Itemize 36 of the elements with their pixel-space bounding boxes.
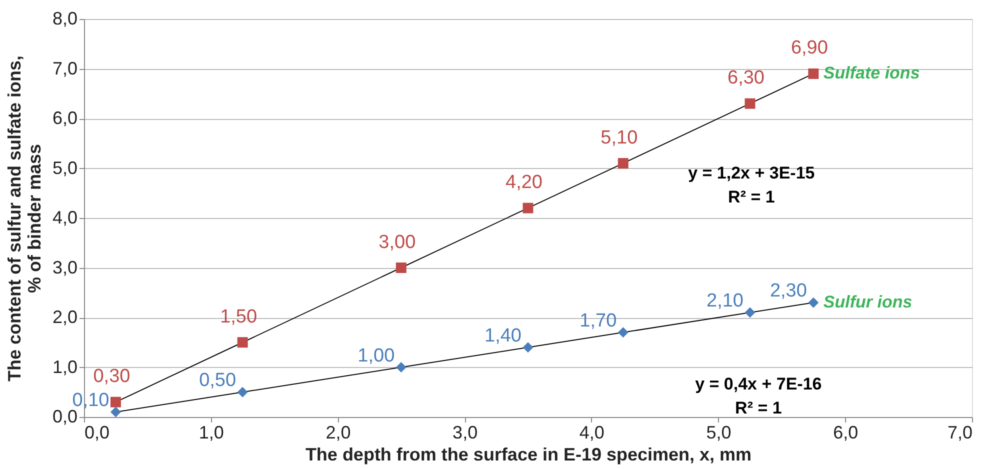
y-tick-label: 3,0 bbox=[52, 257, 78, 278]
y-tick-label: 4,0 bbox=[52, 208, 78, 228]
x-tick-label: 3,0 bbox=[452, 422, 478, 442]
data-label: 4,20 bbox=[506, 172, 542, 194]
x-tick-label: 2,0 bbox=[326, 422, 351, 442]
y-tick-label: 1,0 bbox=[52, 356, 78, 377]
y-tick-label: 5,0 bbox=[52, 158, 78, 178]
data-label: 1,00 bbox=[358, 345, 395, 366]
data-label: 2,30 bbox=[770, 280, 807, 302]
x-tick-label: 1,0 bbox=[198, 422, 224, 442]
x-tick-label: 7,0 bbox=[947, 422, 972, 442]
x-tick-label: 0,0 bbox=[84, 422, 110, 442]
y-tick-label: 7,0 bbox=[52, 58, 78, 78]
data-label: 6,30 bbox=[728, 68, 764, 89]
data-label: 5,10 bbox=[600, 127, 638, 148]
x-tick-label: 5,0 bbox=[706, 422, 732, 442]
data-label: 1,50 bbox=[220, 306, 258, 328]
series-label: Sulfur ions bbox=[823, 292, 912, 312]
data-label: 0,30 bbox=[93, 366, 130, 388]
x-tick-label: 4,0 bbox=[579, 422, 604, 442]
y-tick-label: 2,0 bbox=[52, 307, 78, 327]
y-tick-label: 0,0 bbox=[52, 406, 78, 426]
data-label: 2,10 bbox=[706, 290, 744, 312]
annotation: y = 1,2x + 3E-15 R² = 1 bbox=[688, 164, 815, 207]
x-tick-label: 6,0 bbox=[833, 422, 858, 442]
y-axis-title: The content of sulfur and sulfate ions, % of binder mass bbox=[4, 55, 44, 382]
y-tick-label: 8,0 bbox=[52, 8, 78, 28]
data-label: 3,00 bbox=[378, 232, 416, 253]
data-label: 6,90 bbox=[790, 38, 828, 59]
series-label: Sulfate ions bbox=[823, 64, 920, 83]
data-label: 0,50 bbox=[199, 370, 236, 392]
data-label: 1,70 bbox=[580, 310, 617, 332]
x-axis-title: The depth from the surface in E-19 specimen, x, mm bbox=[305, 444, 752, 464]
y-tick-label: 6,0 bbox=[52, 108, 78, 128]
annotation: y = 0,4x + 7E-16 R² = 1 bbox=[695, 374, 822, 418]
data-label: 1,40 bbox=[484, 325, 522, 346]
